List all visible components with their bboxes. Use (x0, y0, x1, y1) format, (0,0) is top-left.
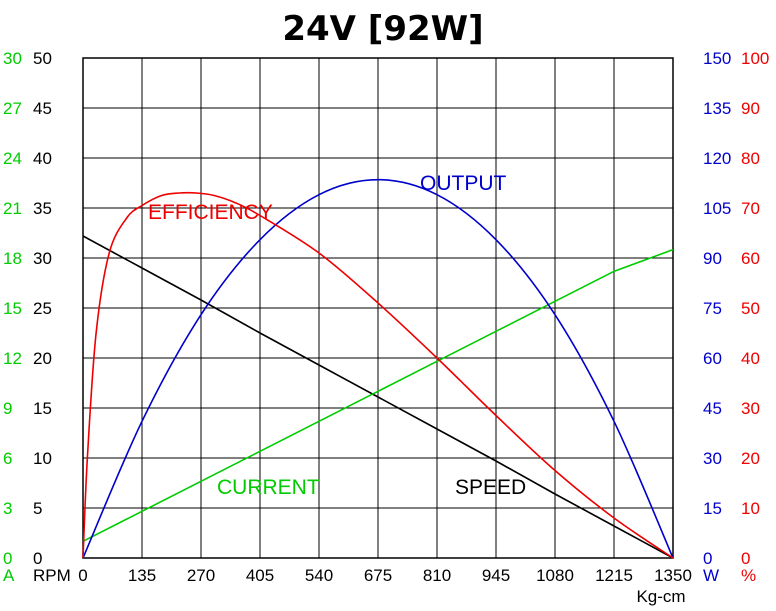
efficiency-axis-tick-label: 40 (741, 349, 760, 368)
speed-axis-tick-label: 35 (33, 199, 52, 218)
series-line-efficiency (82, 191, 674, 559)
series-line-output (82, 178, 674, 559)
efficiency-axis-tick-label: 60 (741, 249, 760, 268)
efficiency-axis-tick-label: 70 (741, 199, 760, 218)
output-axis-tick-label: 45 (703, 399, 722, 418)
speed-axis-unit: RPM (33, 566, 71, 585)
output-axis-tick-label: 90 (703, 249, 722, 268)
current-axis-tick-label: 15 (3, 299, 22, 318)
annotation-current: CURRENT (217, 476, 320, 499)
chart-title: 24V [92W] (282, 9, 483, 49)
x-axis-label: Kg-cm (636, 587, 685, 606)
speed-axis-tick-label: 25 (33, 299, 52, 318)
efficiency-axis-tick-label: 100 (741, 49, 769, 68)
efficiency-axis-tick-label: 20 (741, 449, 760, 468)
series-line-speed (82, 235, 674, 559)
x-tick-label: 135 (128, 566, 156, 585)
speed-axis-tick-label: 20 (33, 349, 52, 368)
efficiency-axis-unit: % (741, 566, 756, 585)
current-axis-tick-label: 12 (3, 349, 22, 368)
output-axis-tick-label: 105 (703, 199, 731, 218)
output-axis-tick-label: 120 (703, 149, 731, 168)
plot-grid (82, 57, 674, 559)
x-tick-label: 1215 (595, 566, 633, 585)
data-lines (82, 178, 674, 559)
speed-axis-tick-label: 5 (33, 499, 42, 518)
current-axis-unit: A (3, 566, 15, 585)
x-tick-label: 0 (78, 566, 87, 585)
current-axis-tick-label: 3 (3, 499, 12, 518)
current-axis-tick-label: 0 (3, 549, 12, 568)
speed-axis-tick-label: 30 (33, 249, 52, 268)
annotation-speed: SPEED (455, 476, 526, 499)
x-tick-label: 540 (305, 566, 333, 585)
speed-axis-tick-label: 10 (33, 449, 52, 468)
annotation-output: OUTPUT (420, 172, 507, 195)
efficiency-axis-tick-label: 50 (741, 299, 760, 318)
speed-axis-tick-label: 40 (33, 149, 52, 168)
efficiency-axis-tick-label: 10 (741, 499, 760, 518)
x-tick-label: 270 (187, 566, 215, 585)
current-axis-tick-label: 24 (3, 149, 22, 168)
speed-axis-tick-label: 45 (33, 99, 52, 118)
current-axis-tick-label: 9 (3, 399, 12, 418)
efficiency-axis-tick-label: 30 (741, 399, 760, 418)
output-axis-tick-label: 60 (703, 349, 722, 368)
x-tick-label: 675 (364, 566, 392, 585)
current-axis-tick-label: 30 (3, 49, 22, 68)
x-tick-label: 810 (423, 566, 451, 585)
efficiency-axis-tick-label: 0 (741, 549, 750, 568)
series-line-current (82, 248, 674, 543)
current-axis-tick-label: 6 (3, 449, 12, 468)
x-tick-label: 945 (482, 566, 510, 585)
efficiency-axis-tick-label: 80 (741, 149, 760, 168)
x-tick-label: 1350 (654, 566, 692, 585)
x-tick-label: 1080 (536, 566, 574, 585)
output-axis-tick-label: 15 (703, 499, 722, 518)
current-axis-tick-label: 27 (3, 99, 22, 118)
efficiency-axis-tick-label: 90 (741, 99, 760, 118)
output-axis-tick-label: 150 (703, 49, 731, 68)
current-axis-tick-label: 18 (3, 249, 22, 268)
speed-axis-tick-label: 0 (33, 549, 42, 568)
speed-axis-tick-label: 15 (33, 399, 52, 418)
output-axis-tick-label: 135 (703, 99, 731, 118)
output-axis-tick-label: 75 (703, 299, 722, 318)
axis-ticks: 0 135 270 405 540 675 810 945 1080 1215 1350036912… (3, 49, 769, 585)
annotation-efficiency: EFFICIENCY (148, 201, 273, 224)
output-axis-unit: W (703, 566, 719, 585)
current-axis-tick-label: 21 (3, 199, 22, 218)
speed-axis-tick-label: 50 (33, 49, 52, 68)
output-axis-tick-label: 30 (703, 449, 722, 468)
output-axis-tick-label: 0 (703, 549, 712, 568)
x-tick-label: 405 (246, 566, 274, 585)
